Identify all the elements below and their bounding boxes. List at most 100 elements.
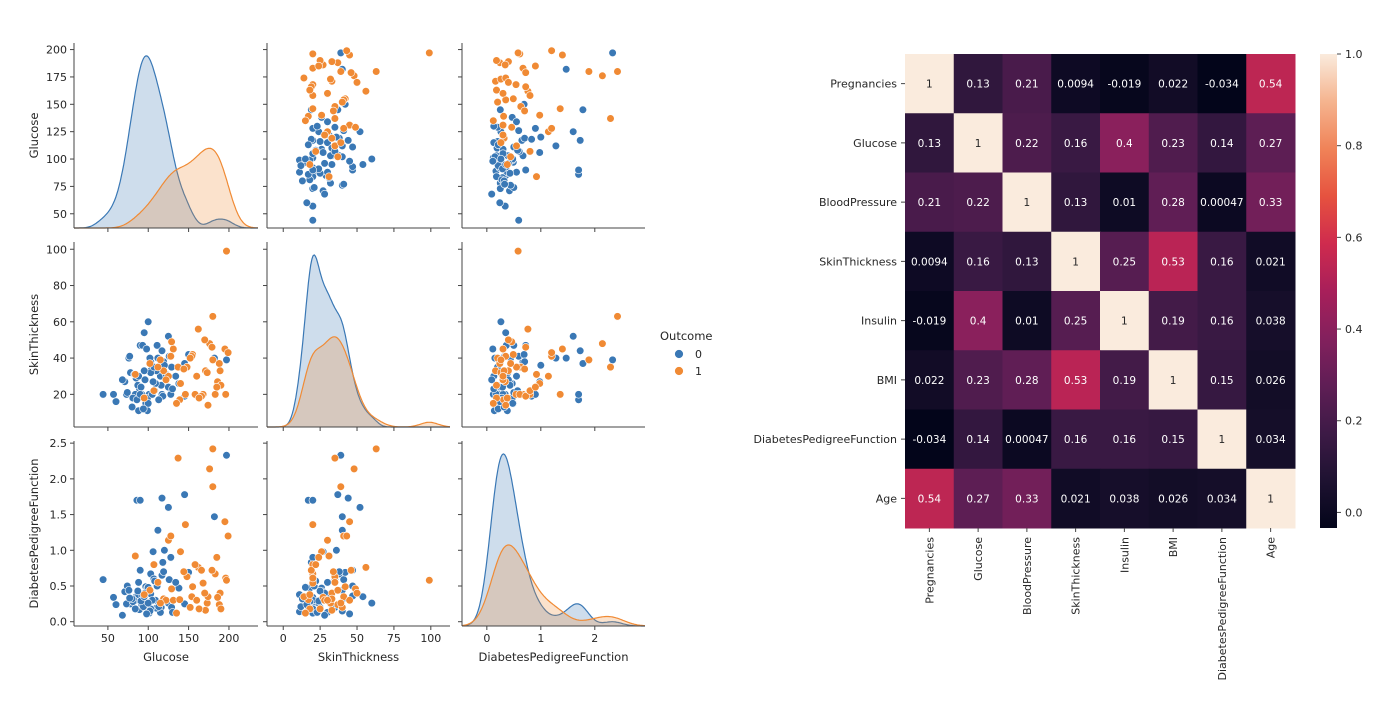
- scatter-point-outcome-0: [158, 558, 167, 567]
- heatmap-cell: [1197, 172, 1247, 233]
- heatmap-cell: [1100, 113, 1150, 173]
- scatter-point-outcome-1: [176, 379, 185, 388]
- heatmap-cell-value: 1: [1267, 493, 1274, 505]
- scatter-point-outcome-1: [558, 344, 567, 354]
- scatter-point-outcome-1: [535, 111, 544, 120]
- heatmap-cell: [953, 350, 1003, 410]
- heatmap-cell-value: -0.019: [912, 316, 946, 328]
- scatter-point-outcome-1: [308, 104, 317, 113]
- scatter-point-outcome-0: [140, 366, 149, 375]
- y-axis-label: DiabetesPedigreeFunction: [27, 459, 41, 609]
- scatter-point-outcome-1: [207, 343, 217, 352]
- scatter-point-outcome-1: [166, 531, 175, 541]
- scatter-point-outcome-1: [199, 578, 208, 588]
- scatter-point-outcome-1: [172, 608, 181, 618]
- heatmap-cell-value: 0.16: [1210, 316, 1234, 328]
- kde-line-outcome-1: [267, 336, 451, 428]
- scatter-point-outcome-1: [140, 393, 149, 403]
- kde-line-outcome-0: [461, 453, 645, 627]
- scatter-point-outcome-0: [136, 383, 146, 392]
- heatmap-cell-value: 0.22: [966, 197, 989, 209]
- scatter-point-outcome-0: [109, 390, 118, 399]
- scatter-point-outcome-1: [203, 368, 212, 377]
- heatmap-cell-value: 0.54: [1259, 79, 1283, 91]
- heatmap-row-label: BMI: [877, 374, 897, 387]
- scatter-point-outcome-1: [336, 482, 345, 491]
- heatmap-cell-value: 0.0094: [1057, 79, 1094, 91]
- heatmap-cell-value: 1: [926, 79, 933, 91]
- heatmap-cell: [1148, 54, 1198, 114]
- scatter-point-outcome-1: [213, 593, 222, 602]
- scatter-point-outcome-0: [339, 575, 348, 584]
- x-tick-label: 50: [101, 632, 115, 645]
- scatter-point-outcome-1: [308, 573, 317, 583]
- heatmap-col-label: Insulin: [1118, 537, 1131, 573]
- panel-diabetes-pedigree-function-vs-glucose: 0.0 0.5 1.0 1.5 2.0 2.5 50 100 150 200 Glucose Diab…: [27, 437, 258, 664]
- scatter-point-outcome-1: [307, 566, 316, 575]
- scatter-point-outcome-0: [576, 346, 585, 355]
- scatter-point-outcome-1: [489, 399, 498, 408]
- heatmap-cell: [953, 231, 1003, 292]
- scatter-point-outcome-1: [208, 312, 217, 321]
- scatter-point-outcome-1: [327, 134, 337, 143]
- scatter-point-outcome-1: [224, 348, 233, 357]
- heatmap-cell-value: 0.16: [1210, 256, 1234, 268]
- heatmap-cell-value: 0.16: [1064, 138, 1088, 150]
- scatter-point-outcome-0: [131, 604, 140, 614]
- scatter-point-outcome-1: [492, 381, 501, 390]
- scatter-point-outcome-1: [323, 596, 332, 605]
- scatter-point-outcome-1: [525, 147, 535, 156]
- heatmap-cell-value: 1: [975, 138, 982, 150]
- heatmap-cell: [1100, 350, 1150, 410]
- heatmap-col-label: BMI: [1167, 537, 1180, 557]
- scatter-point-outcome-1: [192, 596, 201, 605]
- heatmap-col-label: SkinThickness: [1070, 537, 1083, 615]
- scatter-point-outcome-1: [521, 343, 530, 352]
- scatter-point-outcome-1: [305, 590, 314, 599]
- scatter-point-outcome-1: [489, 116, 498, 125]
- scatter-point-outcome-0: [569, 332, 578, 341]
- scatter-point-outcome-0: [487, 375, 496, 384]
- scatter-point-outcome-0: [536, 361, 545, 370]
- scatter-point-outcome-1: [520, 106, 529, 115]
- heatmap-cell-value: 1: [1072, 256, 1079, 268]
- scatter-point-outcome-0: [339, 180, 348, 189]
- scatter-point-outcome-0: [495, 198, 504, 207]
- scatter-point-outcome-1: [498, 130, 508, 140]
- scatter-point-outcome-1: [425, 576, 434, 585]
- scatter-point-outcome-1: [531, 383, 540, 392]
- scatter-point-outcome-0: [531, 124, 540, 133]
- scatter-point-outcome-1: [203, 401, 213, 410]
- scatter-point-outcome-0: [520, 134, 529, 143]
- heatmap-cell-value: 0.15: [1210, 375, 1233, 387]
- scatter-point-outcome-1: [347, 566, 356, 575]
- panel-skin-thickness-vs-glucose: 20 40 60 80 100 SkinThickness: [27, 242, 258, 431]
- scatter-point-outcome-0: [133, 586, 142, 596]
- heatmap-cell-value: 0.22: [1015, 138, 1038, 150]
- colorbar-tick-label: 0.6: [1345, 231, 1363, 244]
- heatmap-row-label: Age: [876, 492, 898, 505]
- heatmap-cell: [953, 172, 1003, 233]
- scatter-point-outcome-1: [498, 89, 508, 98]
- heatmap-cell-value: 0.01: [1113, 197, 1136, 209]
- scatter-point-outcome-1: [191, 560, 200, 569]
- scatter-point-outcome-1: [327, 606, 337, 615]
- scatter-point-outcome-0: [576, 136, 585, 145]
- heatmap-cell-value: 0.16: [966, 256, 990, 268]
- scatter-point-outcome-1: [496, 138, 506, 147]
- scatter-point-outcome-0: [109, 593, 118, 602]
- heatmap-cell-value: 0.15: [1161, 434, 1184, 446]
- scatter-point-outcome-0: [302, 198, 311, 207]
- heatmap-cell-value: -0.034: [1205, 79, 1239, 91]
- scatter-point-outcome-1: [509, 94, 518, 103]
- heatmap-cell: [905, 113, 955, 173]
- scatter-point-outcome-0: [536, 133, 545, 142]
- heatmap-cell-value: -0.034: [912, 434, 946, 446]
- scatter-point-outcome-1: [511, 80, 521, 89]
- scatter-point-outcome-1: [606, 114, 615, 123]
- heatmap-cell-value: 0.25: [1064, 316, 1087, 328]
- heatmap-cell: [1148, 113, 1198, 173]
- scatter-point-outcome-1: [195, 604, 204, 614]
- scatter-point-outcome-1: [506, 359, 515, 368]
- legend: Outcome 0 1: [660, 329, 713, 378]
